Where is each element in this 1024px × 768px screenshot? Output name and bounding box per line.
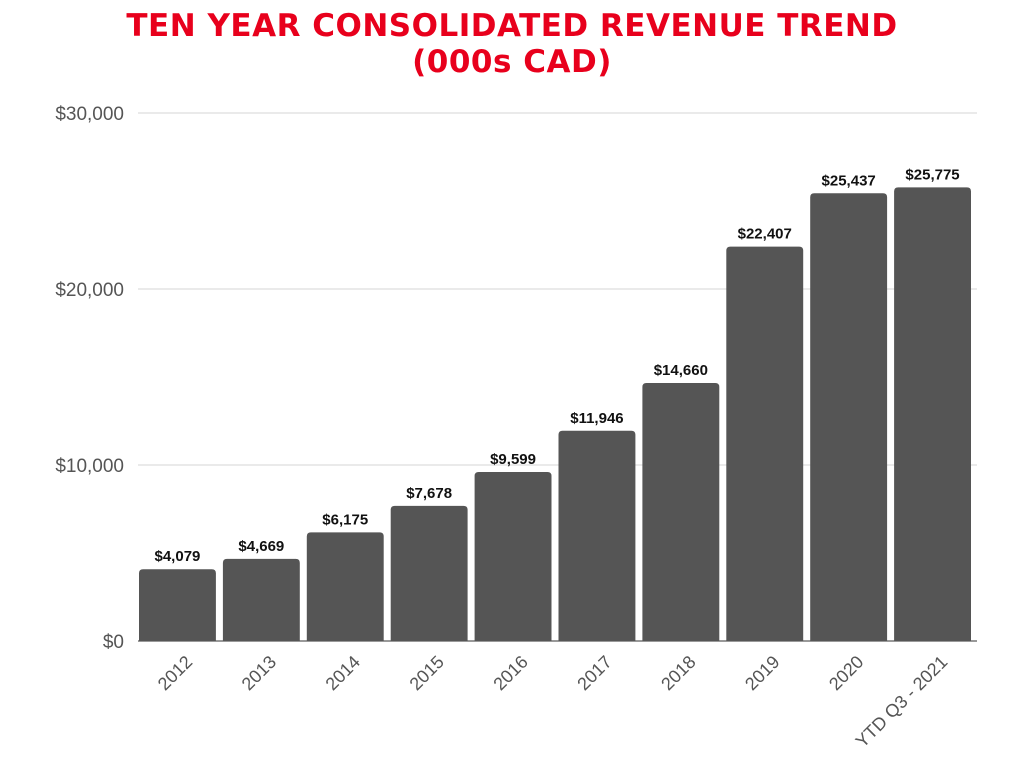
bar: [222, 558, 300, 641]
x-tick-label: 2012: [154, 652, 196, 694]
x-tick-label: 2019: [741, 652, 783, 694]
data-label: $4,079: [155, 548, 201, 565]
chart-title-line-1: TEN YEAR CONSOLIDATED REVENUE TREND: [126, 8, 898, 44]
bars: [139, 187, 971, 642]
data-label: $9,599: [490, 451, 536, 468]
x-tick-label: 2018: [657, 652, 699, 694]
bar: [139, 569, 216, 641]
y-tick-label: $20,000: [55, 280, 124, 301]
x-tick-label: 2017: [573, 652, 615, 694]
x-tick-label: 2020: [825, 652, 867, 694]
data-label: $6,175: [322, 511, 368, 528]
y-tick-label: $0: [103, 632, 124, 653]
chart-title-line-2: (000s CAD): [412, 44, 612, 80]
bar: [306, 532, 384, 641]
data-label: $22,407: [738, 226, 792, 243]
x-axis-tick-labels: 2012 2013 2014 2015 2016 2017 2018 2019 2020YTD …: [154, 652, 952, 752]
x-tick-label: 2013: [238, 652, 280, 694]
x-tick-label: 2015: [406, 652, 448, 694]
bar: [894, 187, 971, 642]
chart-title: TEN YEAR CONSOLIDATED REVENUE TREND (000…: [0, 8, 1024, 80]
bar: [726, 246, 804, 642]
bar: [810, 193, 888, 641]
data-label: $4,669: [238, 538, 284, 555]
y-tick-label: $30,000: [55, 104, 124, 125]
bar: [558, 430, 636, 641]
x-tick-label: 2016: [489, 652, 531, 694]
bar: [642, 382, 720, 641]
data-label: $11,946: [570, 410, 623, 427]
data-label: $25,437: [822, 172, 876, 189]
data-labels: $4,079 $4,669 $6,175 $7,678 $9,599 $11,946 $14…: [155, 166, 960, 565]
data-label: $14,660: [654, 362, 708, 379]
data-label: $25,775: [905, 166, 959, 183]
x-tick-label: 2014: [322, 652, 364, 694]
data-label: $7,678: [406, 485, 452, 502]
bar: [390, 505, 468, 641]
bar: [474, 472, 552, 641]
y-tick-label: $10,000: [55, 456, 124, 477]
y-axis-tick-labels: $0 $10,000 $20,000 $30,000: [55, 104, 124, 653]
